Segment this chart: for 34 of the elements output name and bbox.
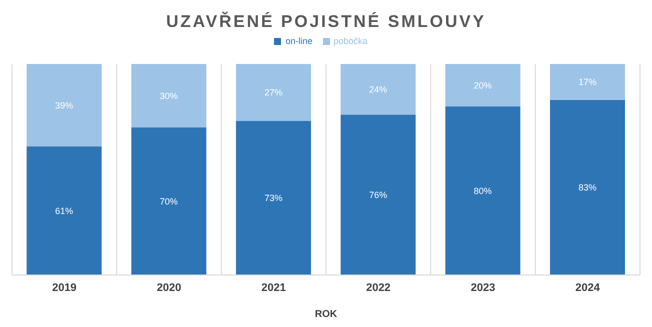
x-tick-label: 2020 [156,282,182,294]
x-tick-label: 2024 [575,282,601,294]
bar [340,64,416,115]
data-label: 73% [264,193,282,204]
bar [550,64,625,100]
data-label: 24% [369,84,388,95]
data-label: 39% [55,100,74,110]
x-tick-label: 2023 [470,282,496,294]
bar [26,146,102,275]
legend-label: pobočka [334,36,368,46]
data-label: 30% [160,90,178,101]
data-label: 27% [264,88,282,98]
bar [445,64,520,106]
data-label: 70% [160,196,178,206]
bar [236,120,311,275]
data-label: 80% [474,186,492,196]
x-tick-label: 2019 [52,282,77,294]
chart-title: UZAVŘENÉ POJISTNÉ SMLOUVY [165,10,487,33]
x-axis-title: ROK [314,309,338,320]
bar [26,64,102,146]
data-label: 83% [578,182,596,193]
bar [131,127,206,275]
data-label: 61% [55,206,74,216]
legend-label: on-line [285,36,312,46]
bar [445,106,520,275]
x-tick-label: 2021 [261,282,286,294]
x-tick-label: 2022 [366,282,391,294]
data-label: 76% [369,190,388,200]
bar [131,64,206,128]
data-label: 17% [578,77,596,88]
bar [340,114,416,275]
bar [236,64,311,121]
data-label: 20% [474,80,492,90]
bar [550,100,625,275]
